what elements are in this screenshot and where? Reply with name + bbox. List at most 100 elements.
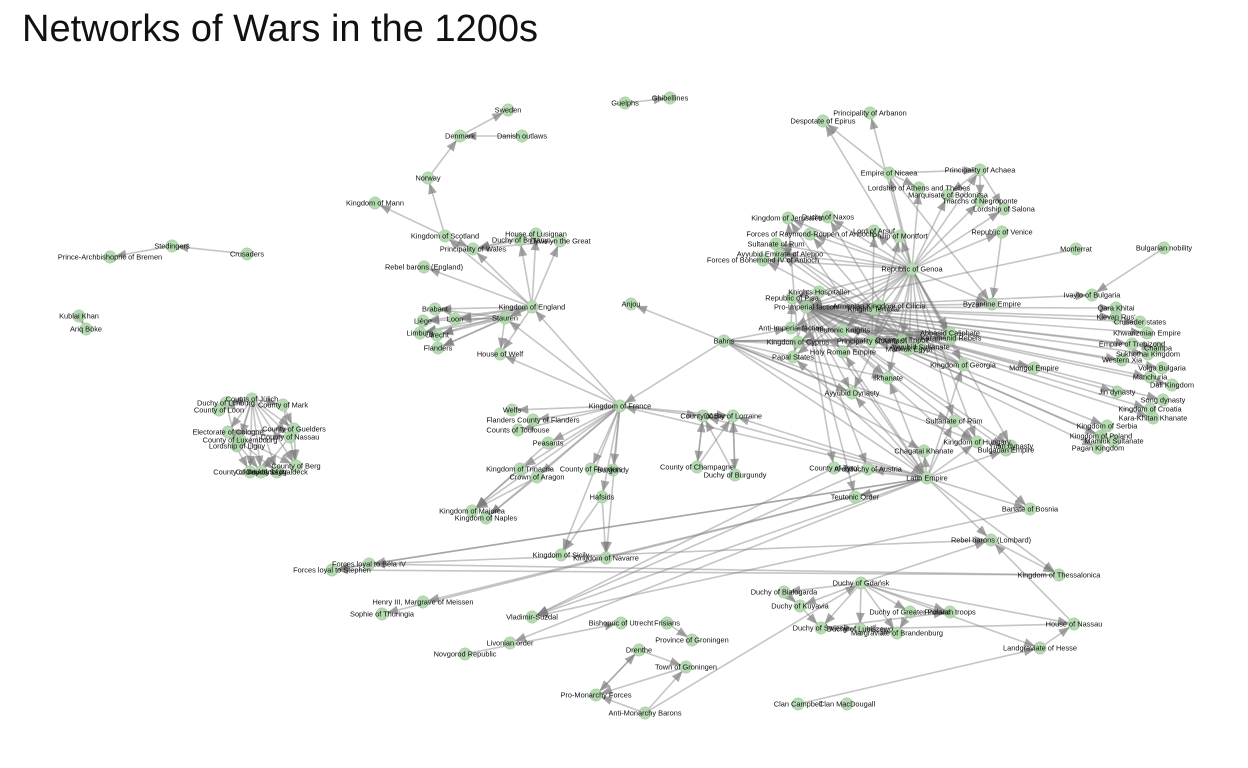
- node-norway[interactable]: [421, 171, 435, 185]
- node-ilkhanate[interactable]: [881, 371, 895, 385]
- node-anti-monarchy-barons[interactable]: [638, 706, 652, 720]
- node-crown-of-aragon[interactable]: [530, 470, 544, 484]
- node-loon[interactable]: [448, 312, 462, 326]
- node-duchy-of-bia-ogarda[interactable]: [777, 585, 791, 599]
- node-frisians[interactable]: [660, 616, 674, 630]
- node-kievan-rus[interactable]: [1109, 310, 1123, 324]
- node-danish-outlaws[interactable]: [515, 129, 529, 143]
- node-burgundy[interactable]: [606, 463, 620, 477]
- node-lordship-of-ligny[interactable]: [230, 439, 244, 453]
- node-armenian-kingdom-of-cilicia[interactable]: [872, 299, 886, 313]
- node-dali-kingdom[interactable]: [1165, 378, 1179, 392]
- node-welfs[interactable]: [505, 403, 519, 417]
- node-principality-of-antioch[interactable]: [865, 334, 879, 348]
- node-chagatai-khanate[interactable]: [917, 444, 931, 458]
- node-vladimir-suzdal[interactable]: [525, 610, 539, 624]
- node-principality-of-wales[interactable]: [466, 242, 480, 256]
- node-crusader-states[interactable]: [1133, 315, 1147, 329]
- node-rebel-barons-lombard[interactable]: [984, 533, 998, 547]
- node-duchy-of-gdansk[interactable]: [854, 576, 868, 590]
- node-county-of-nassau[interactable]: [283, 430, 297, 444]
- node-duchy-of-kuyavia[interactable]: [793, 599, 807, 613]
- node-clan-campbell[interactable]: [791, 697, 805, 711]
- node-mamluk-sultanate[interactable]: [1107, 434, 1121, 448]
- node-county-of-tyrol[interactable]: [827, 461, 841, 475]
- node-prussian-troops[interactable]: [943, 605, 957, 619]
- node-guelphs[interactable]: [618, 96, 632, 110]
- node-liege[interactable]: [416, 314, 430, 328]
- node-peasants[interactable]: [541, 436, 555, 450]
- node-kingdom-of-navarre[interactable]: [599, 551, 613, 565]
- node-monferrat[interactable]: [1069, 242, 1083, 256]
- node-sophie-of-thuringia[interactable]: [375, 607, 389, 621]
- node-principality-of-arbanon[interactable]: [863, 106, 877, 120]
- node-drenthe[interactable]: [632, 643, 646, 657]
- node-denmark[interactable]: [453, 129, 467, 143]
- node-kingdom-of-sicily[interactable]: [554, 548, 568, 562]
- node-empire-of-nicaea[interactable]: [882, 166, 896, 180]
- node-county-of-loon[interactable]: [212, 403, 226, 417]
- node-karamanid-rebels[interactable]: [944, 331, 958, 345]
- node-kingdom-of-serbia[interactable]: [1100, 419, 1114, 433]
- node-republic-of-pisa[interactable]: [785, 291, 799, 305]
- node-song-dynasty[interactable]: [1156, 393, 1170, 407]
- node-ghibellines[interactable]: [663, 91, 677, 105]
- node-manchuria[interactable]: [1143, 370, 1157, 384]
- node-pagan-kingdom[interactable]: [1091, 441, 1105, 455]
- node-triarchs-of-negroponte[interactable]: [973, 194, 987, 208]
- node-kingdom-of-trinacria[interactable]: [513, 462, 527, 476]
- node-knights-hospitaller[interactable]: [812, 285, 826, 299]
- node-forces-loyal-to-bela-iv[interactable]: [362, 557, 376, 571]
- node-ayyubid-dynasty[interactable]: [845, 386, 859, 400]
- node-county-of-champagne[interactable]: [690, 460, 704, 474]
- node-empire-of-trebizond[interactable]: [1125, 337, 1139, 351]
- node-stedingers[interactable]: [165, 239, 179, 253]
- node-duchy-of-brittany[interactable]: [513, 233, 527, 247]
- node-mongol-empire[interactable]: [1027, 361, 1041, 375]
- node-kingdom-of-majorca[interactable]: [465, 504, 479, 518]
- node-hafsids[interactable]: [595, 490, 609, 504]
- node-bahris[interactable]: [717, 334, 731, 348]
- node-crusaders[interactable]: [240, 247, 254, 261]
- node-archduchy-of-austria[interactable]: [861, 462, 875, 476]
- node-duchy-of-greater-poland[interactable]: [903, 605, 917, 619]
- node-forces-of-raymond-roupen-of-antioch[interactable]: [803, 227, 817, 241]
- node-bulgarian-empire[interactable]: [999, 443, 1013, 457]
- node-byzantine-empire[interactable]: [985, 297, 999, 311]
- node-flanders[interactable]: [431, 341, 445, 355]
- node-house-of-lusignan[interactable]: [529, 227, 543, 241]
- node-despotate-of-epirus[interactable]: [816, 114, 830, 128]
- node-county-of-tecklenburg[interactable]: [243, 465, 257, 479]
- node-philip-of-montfort[interactable]: [893, 229, 907, 243]
- node-electorate-of-cologne[interactable]: [221, 425, 235, 439]
- node-pro-monarchy-forces[interactable]: [589, 688, 603, 702]
- node-ariq-boke[interactable]: [79, 322, 93, 336]
- node-kingdom-of-thessalonica[interactable]: [1052, 568, 1066, 582]
- node-lord-of-arsuf[interactable]: [867, 224, 881, 238]
- node-duchy-of-naxos[interactable]: [821, 210, 835, 224]
- node-county-of-flanders[interactable]: [584, 462, 598, 476]
- node-limburg[interactable]: [413, 326, 427, 340]
- node-kara-khitan-khanate[interactable]: [1146, 411, 1160, 425]
- node-ivaylo-of-bulgaria[interactable]: [1085, 288, 1099, 302]
- node-kingdom-of-france[interactable]: [613, 399, 627, 413]
- node-lordship-of-salona[interactable]: [997, 202, 1011, 216]
- node-kingdom-of-naples[interactable]: [479, 511, 493, 525]
- node-henry-iii-margrave-of-meissen[interactable]: [416, 595, 430, 609]
- node-forces-loyal-to-stephen[interactable]: [325, 563, 339, 577]
- node-town-of-groningen[interactable]: [679, 660, 693, 674]
- node-prince-archbishopric-of-bremen[interactable]: [103, 250, 117, 264]
- node-county-of-waldeck[interactable]: [270, 465, 284, 479]
- node-kingdom-of-england[interactable]: [525, 300, 539, 314]
- node-margraviate-of-brandenburg[interactable]: [890, 626, 904, 640]
- node-banate-of-bosnia[interactable]: [1023, 502, 1037, 516]
- node-livonian-order[interactable]: [503, 636, 517, 650]
- node-ayyubid-sultanate[interactable]: [913, 340, 927, 354]
- node-county-of-bar[interactable]: [696, 409, 710, 423]
- node-bulgarian-nobility[interactable]: [1157, 241, 1171, 255]
- node-novgorod-republic[interactable]: [458, 647, 472, 661]
- node-llywelyn-the-great[interactable]: [553, 234, 567, 248]
- node-kingdom-of-cyprus[interactable]: [791, 335, 805, 349]
- node-county-of-mark[interactable]: [276, 398, 290, 412]
- node-marquisate-of-bodonitsa[interactable]: [941, 188, 955, 202]
